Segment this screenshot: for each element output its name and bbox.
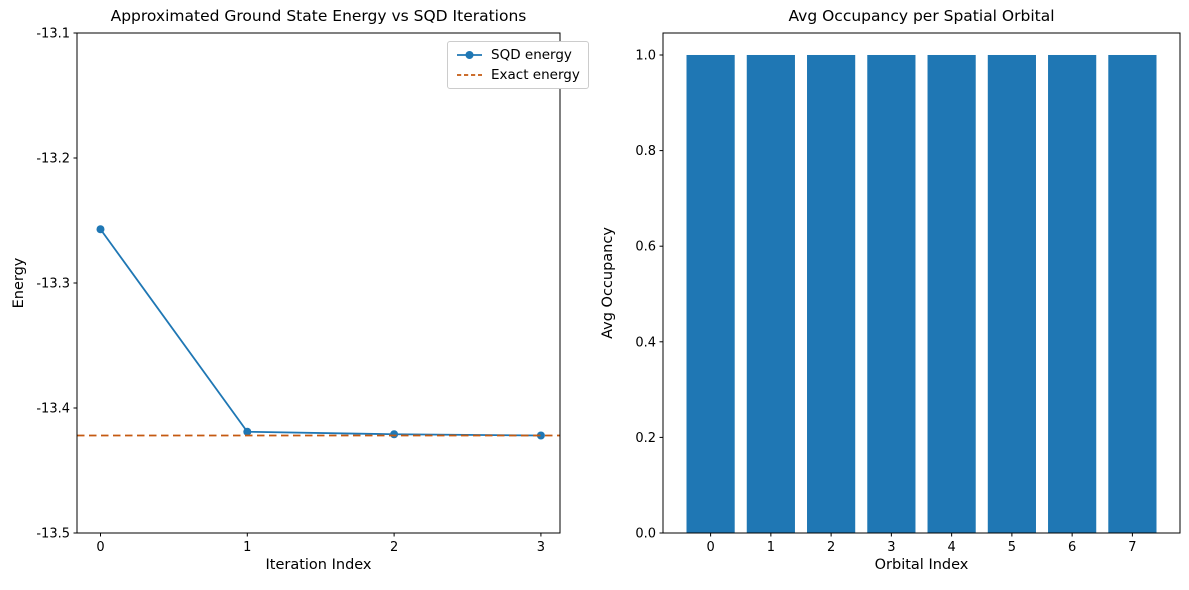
x-tick-label: 4	[947, 540, 955, 555]
occupancy-bar	[746, 54, 795, 534]
occupancy-bar	[807, 54, 856, 534]
axes-spines	[76, 32, 561, 534]
y-tick-label: -13.1	[36, 27, 70, 42]
exact-energy-dashed-swatch-icon	[457, 74, 482, 76]
data-point-marker	[243, 427, 252, 436]
left-chart-yaxis-label: Energy	[11, 257, 27, 309]
y-tick-label: 0.2	[635, 431, 656, 446]
sqd-energy-line	[99, 228, 541, 437]
y-tick-label: -13.4	[36, 402, 70, 417]
x-tick-label: 6	[1068, 540, 1076, 555]
occupancy-bar	[927, 54, 976, 534]
legend-label-sqd-energy: SQD energy	[491, 47, 572, 63]
occupancy-bar	[987, 54, 1036, 534]
legend: SQD energy Exact energy	[447, 41, 589, 89]
x-tick-label: 2	[827, 540, 835, 555]
legend-item-exact-energy: Exact energy	[456, 67, 580, 83]
data-point-marker	[390, 430, 399, 439]
occupancy-bar	[1048, 54, 1097, 534]
legend-item-sqd-energy: SQD energy	[456, 47, 580, 63]
x-tick-label: 0	[706, 540, 714, 555]
y-tick-label: -13.3	[36, 277, 70, 292]
right-chart-xaxis-label: Orbital Index	[874, 557, 969, 573]
left-chart-title: Approximated Ground State Energy vs SQD …	[110, 7, 527, 25]
axes-spines	[662, 32, 1181, 534]
x-tick-label: 0	[96, 540, 104, 555]
x-tick-label: 2	[390, 540, 398, 555]
sqd-energy-line-swatch-icon	[457, 51, 482, 59]
occupancy-bar	[867, 54, 916, 534]
y-tick-label: 0.6	[635, 240, 656, 255]
data-point-marker	[96, 225, 105, 234]
y-tick-label: 0.0	[635, 527, 656, 542]
occupancy-bar	[1108, 54, 1157, 534]
y-tick-label: 0.4	[635, 335, 656, 350]
y-tick-label: -13.5	[36, 527, 70, 542]
y-tick-label: -13.2	[36, 152, 70, 167]
x-tick-label: 5	[1008, 540, 1016, 555]
x-tick-label: 3	[537, 540, 545, 555]
x-tick-label: 7	[1128, 540, 1136, 555]
x-tick-label: 1	[767, 540, 775, 555]
data-point-marker	[536, 431, 545, 440]
right-chart-yaxis-label: Avg Occupancy	[600, 227, 616, 339]
left-chart-xaxis-label: Iteration Index	[265, 557, 372, 573]
occupancy-bar	[686, 54, 735, 534]
x-tick-label: 3	[887, 540, 895, 555]
y-tick-label: 1.0	[635, 48, 656, 63]
legend-label-exact-energy: Exact energy	[491, 67, 580, 83]
x-tick-label: 1	[243, 540, 251, 555]
right-chart-title: Avg Occupancy per Spatial Orbital	[788, 7, 1055, 25]
y-tick-label: 0.8	[635, 144, 656, 159]
